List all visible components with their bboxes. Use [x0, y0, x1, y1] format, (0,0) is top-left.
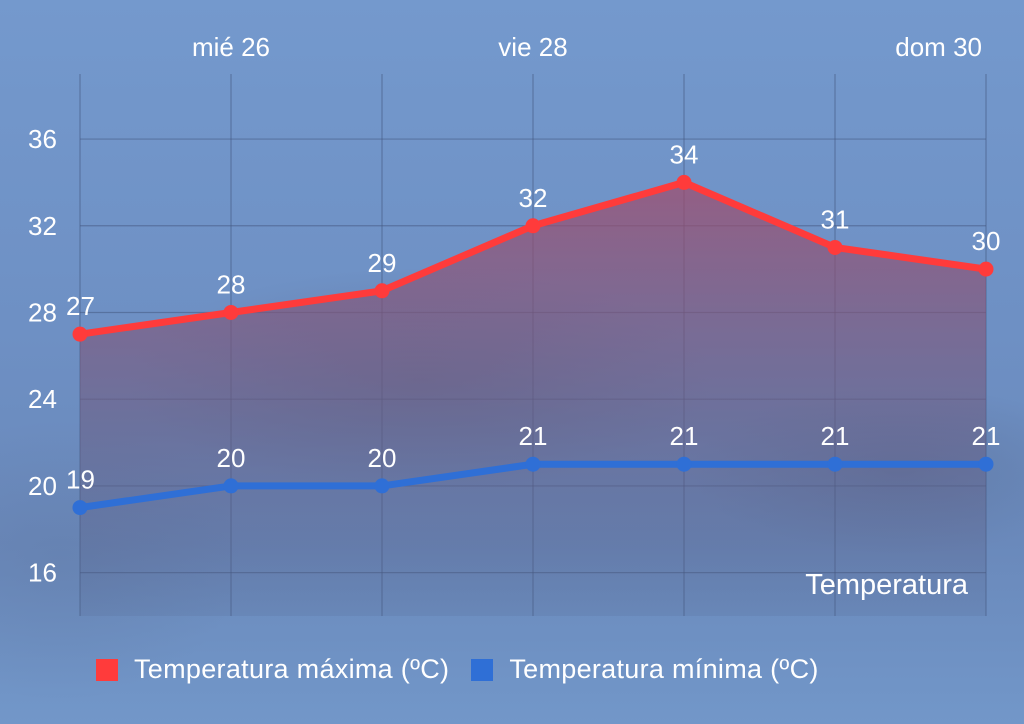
data-point-max: [827, 239, 843, 255]
area-fill: [80, 182, 986, 616]
legend-item-min[interactable]: Temperatura mínima (ºC): [471, 654, 818, 685]
data-label-max: 31: [821, 204, 850, 234]
data-label-max: 30: [972, 226, 1001, 256]
chart-title: Temperatura: [805, 569, 969, 601]
x-tick-label: dom 30: [895, 32, 982, 62]
y-tick-label: 36: [28, 124, 57, 154]
y-tick-label: 24: [28, 384, 57, 414]
data-label-min: 19: [66, 465, 95, 495]
data-point-min: [978, 456, 994, 472]
data-point-min: [827, 456, 843, 472]
data-point-max: [72, 326, 88, 342]
legend-label-min: Temperatura mínima (ºC): [509, 654, 819, 684]
max-area-fill: [80, 182, 986, 616]
data-label-max: 32: [519, 183, 548, 213]
data-point-min: [72, 500, 88, 516]
y-tick-label: 28: [28, 297, 57, 327]
data-label-max: 29: [368, 248, 397, 278]
series-layer: 27 28 29 32 34 31 30 19 20 20 21 21 21 21: [66, 139, 1001, 516]
x-tick-label: mié 26: [192, 32, 270, 62]
data-label-min: 21: [972, 421, 1001, 451]
data-label-min: 21: [670, 421, 699, 451]
data-point-max: [676, 174, 692, 190]
x-axis: mié 26 vie 28 dom 30: [192, 32, 982, 62]
data-point-max: [223, 304, 239, 320]
data-label-min: 21: [821, 421, 850, 451]
x-tick-label: vie 28: [498, 32, 567, 62]
data-point-min: [374, 478, 390, 494]
y-tick-label: 20: [28, 471, 57, 501]
data-point-min: [525, 456, 541, 472]
y-axis: 16 20 24 28 32 36: [28, 124, 57, 588]
data-point-max: [525, 218, 541, 234]
data-label-max: 34: [670, 139, 699, 169]
legend-label-max: Temperatura máxima (ºC): [134, 654, 450, 684]
legend-swatch-max: [96, 658, 118, 681]
data-label-max: 28: [217, 269, 246, 299]
data-point-min: [676, 456, 692, 472]
data-label-min: 21: [519, 421, 548, 451]
legend-swatch-min: [471, 658, 494, 681]
data-label-min: 20: [217, 443, 246, 473]
data-point-min: [223, 478, 239, 494]
legend-item-max[interactable]: Temperatura máxima (ºC): [96, 654, 449, 685]
data-point-max: [978, 261, 994, 277]
data-label-min: 20: [368, 443, 397, 473]
y-tick-label: 32: [28, 211, 57, 241]
data-label-max: 27: [66, 291, 95, 321]
legend: Temperatura máxima (ºC) Temperatura míni…: [96, 654, 841, 685]
data-point-max: [374, 283, 390, 299]
y-tick-label: 16: [28, 558, 57, 588]
